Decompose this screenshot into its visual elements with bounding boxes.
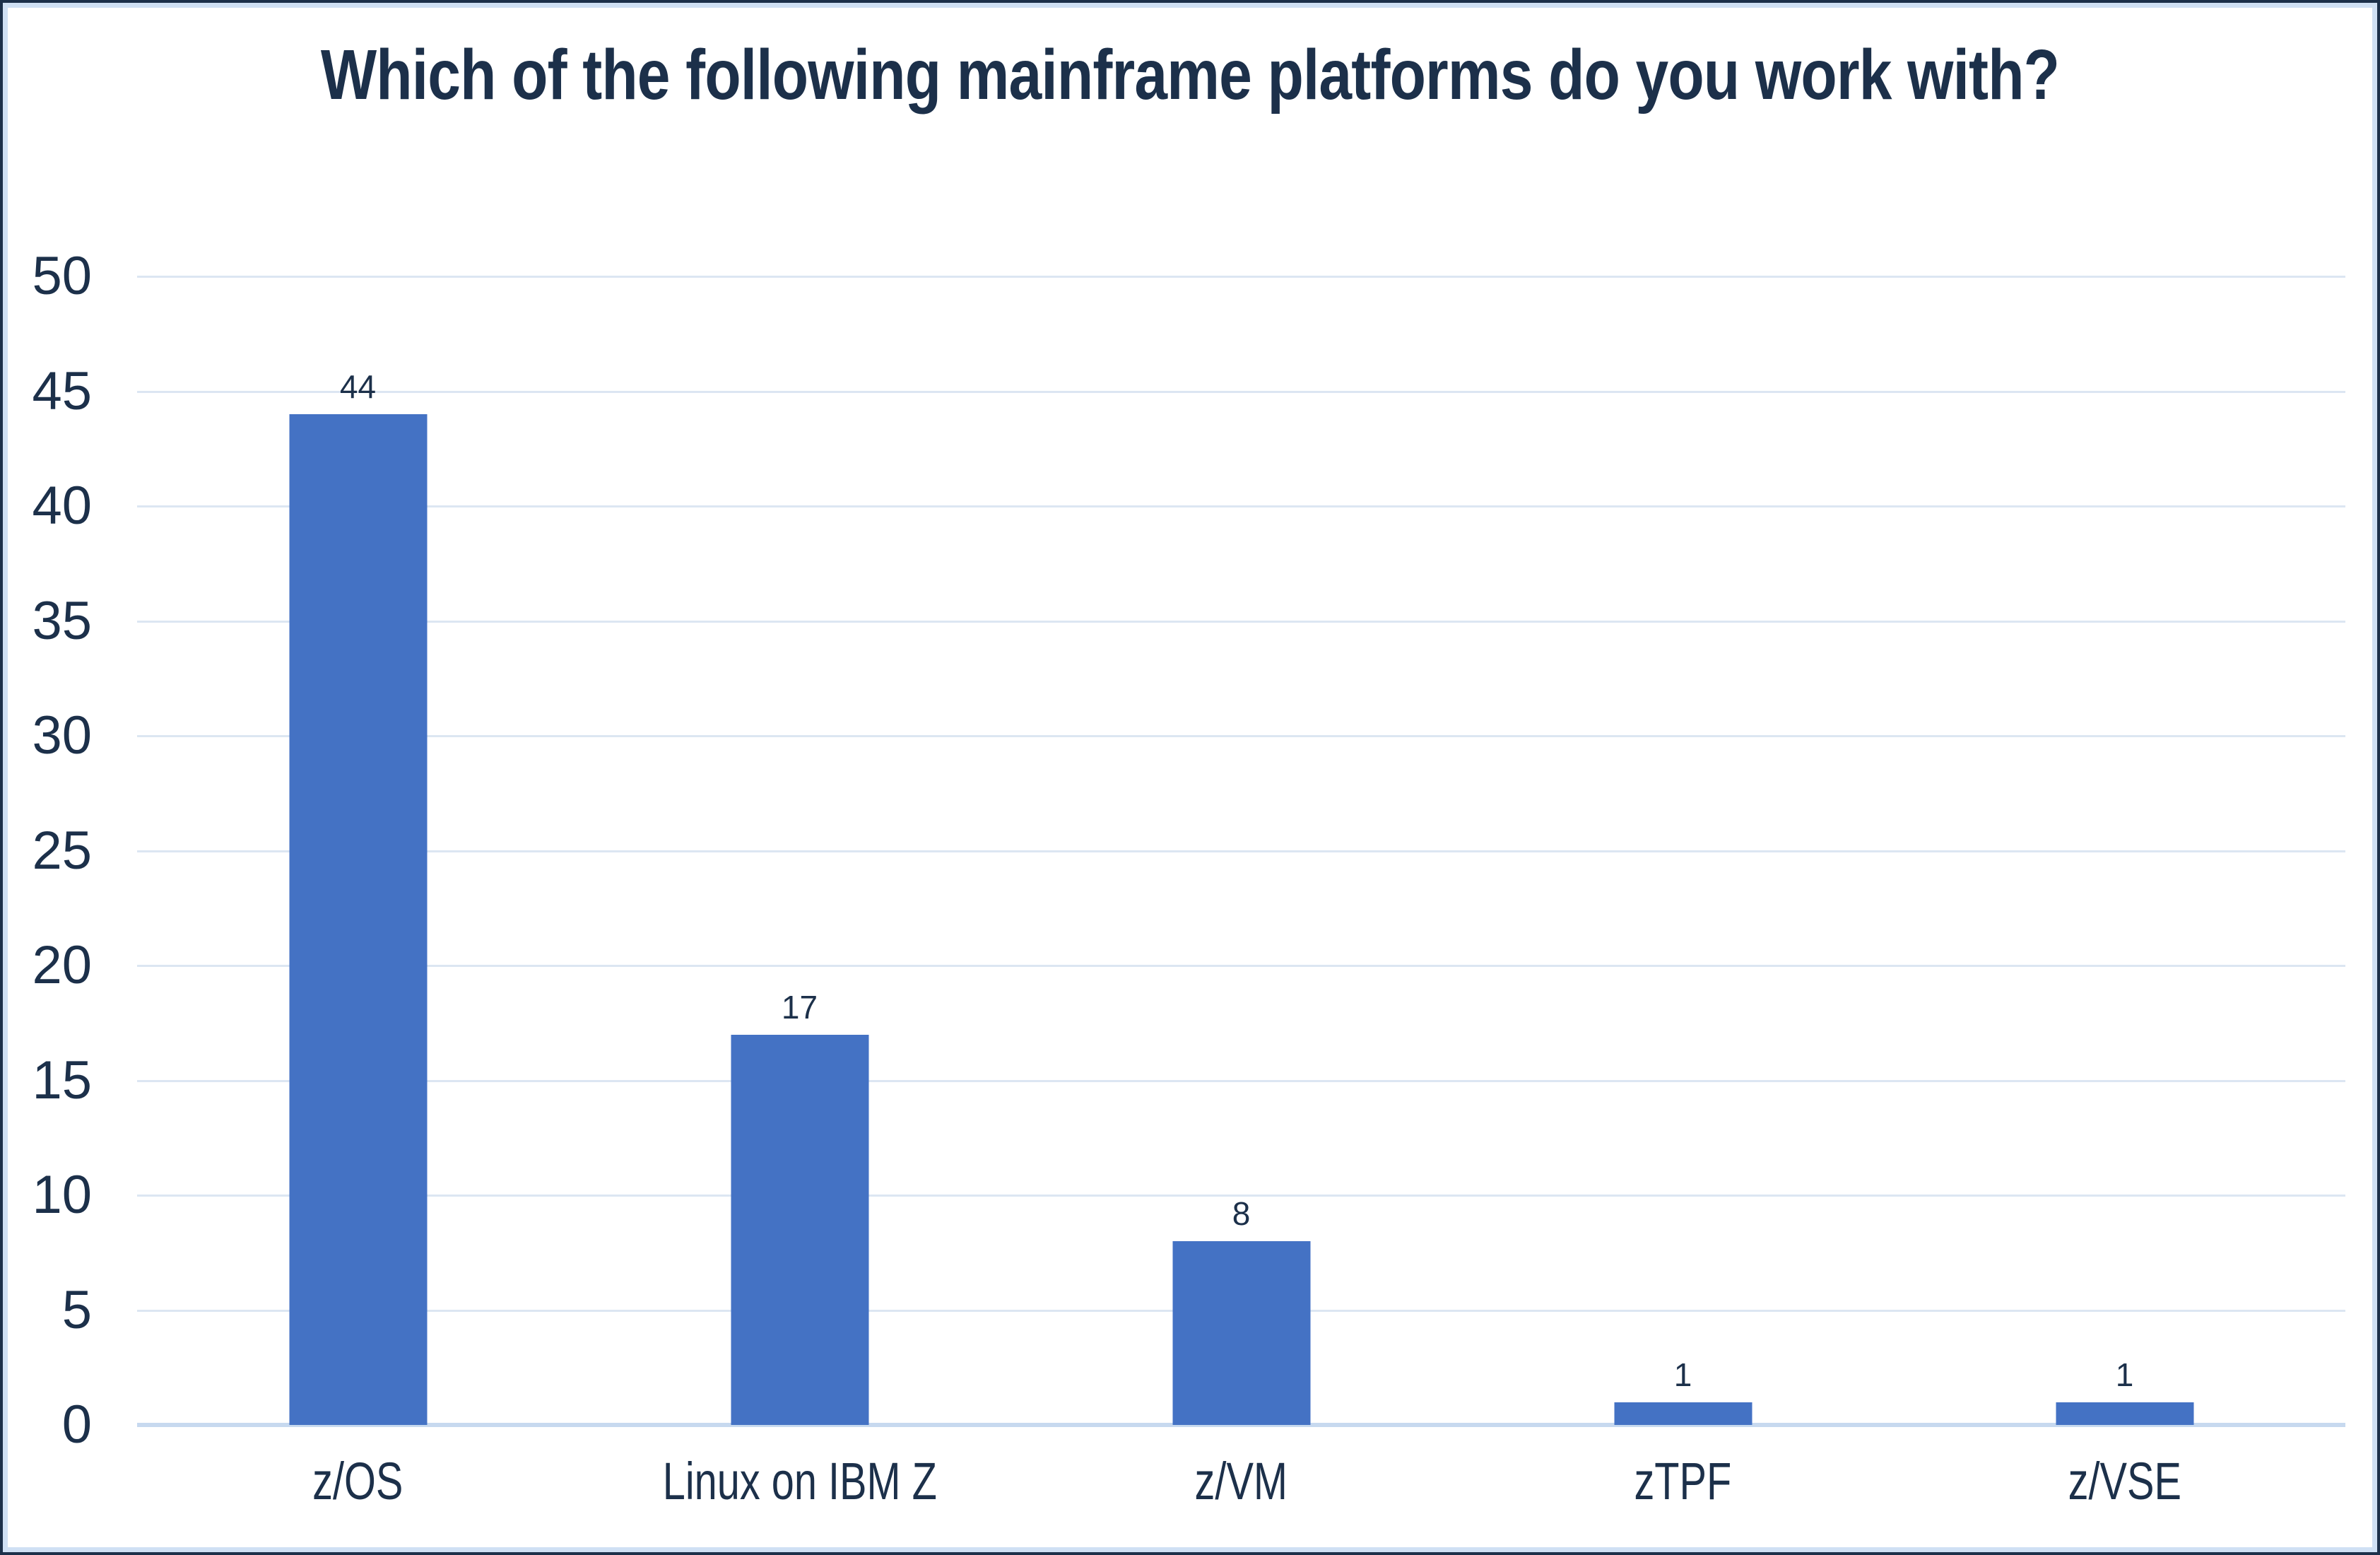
gridline-30: [137, 735, 2345, 737]
y-tick-label-45: 45: [32, 360, 92, 421]
chart-title: Which of the following mainframe platfor…: [3, 28, 2377, 122]
y-tick-label-25: 25: [32, 820, 92, 881]
gridline-50: [137, 276, 2345, 278]
bars: 44 17 8 1 1: [137, 276, 2345, 1425]
bar-slot-2: 17: [579, 276, 1020, 1425]
gridline-40: [137, 505, 2345, 507]
y-tick-label-10: 10: [32, 1165, 92, 1225]
bar-slot-5: 1: [1904, 276, 2345, 1425]
data-label-4: 1: [1673, 1356, 1692, 1393]
x-category-label-3: z/VM: [1020, 1428, 1462, 1534]
data-label-1: 44: [339, 368, 377, 405]
x-category-label-4: zTPF: [1462, 1428, 1904, 1534]
data-label-2: 17: [781, 988, 818, 1026]
bar-1: [289, 414, 427, 1425]
y-tick-label-40: 40: [32, 476, 92, 536]
bar-4: [1614, 1402, 1752, 1425]
x-category-label-text-1: z/OS: [312, 1451, 403, 1510]
y-tick-label-20: 20: [32, 935, 92, 995]
y-tick-label-0: 0: [61, 1395, 92, 1455]
y-tick-label-30: 30: [32, 705, 92, 765]
gridline-10: [137, 1195, 2345, 1197]
x-category-label-text-5: z/VSE: [2068, 1451, 2181, 1510]
gridline-25: [137, 850, 2345, 852]
bar-slot-1: 44: [137, 276, 579, 1425]
bar-slot-4: 1: [1462, 276, 1904, 1425]
x-category-label-5: z/VSE: [1904, 1428, 2345, 1534]
x-category-label-text-3: z/VM: [1194, 1451, 1288, 1510]
y-axis-labels: 0 5 10 15 20 25 30 35 40 45 50: [10, 250, 92, 1452]
y-tick-label-5: 5: [61, 1279, 92, 1340]
y-tick-label-15: 15: [32, 1050, 92, 1110]
data-label-5: 1: [2115, 1356, 2134, 1393]
gridline-20: [137, 965, 2345, 967]
x-category-label-2: Linux on IBM Z: [579, 1428, 1020, 1534]
bar-slot-3: 8: [1020, 276, 1462, 1425]
plot-area: 44 17 8 1 1: [137, 276, 2345, 1427]
x-category-label-text-2: Linux on IBM Z: [662, 1451, 937, 1510]
bar-5: [2056, 1402, 2193, 1425]
bar-3: [1172, 1241, 1310, 1425]
bar-2: [731, 1034, 868, 1425]
gridline-35: [137, 620, 2345, 623]
y-tick-label-35: 35: [32, 590, 92, 651]
gridline-45: [137, 390, 2345, 393]
gridline-15: [137, 1079, 2345, 1082]
y-tick-label-50: 50: [32, 246, 92, 306]
chart-title-text: Which of the following mainframe platfor…: [320, 35, 2060, 115]
x-axis-labels: z/OS Linux on IBM Z z/VM zTPF z/VSE: [137, 1428, 2345, 1534]
x-category-label-1: z/OS: [137, 1428, 579, 1534]
x-category-label-text-4: zTPF: [1634, 1451, 1732, 1510]
x-axis-line: [137, 1423, 2345, 1427]
data-label-3: 8: [1232, 1195, 1251, 1232]
